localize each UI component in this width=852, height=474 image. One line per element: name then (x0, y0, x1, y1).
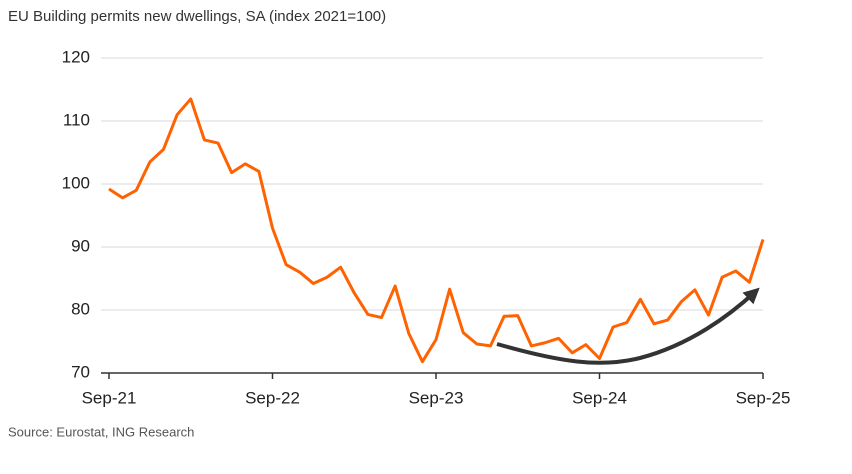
chart-title: EU Building permits new dwellings, SA (i… (8, 8, 386, 25)
y-tick-label: 120 (62, 47, 90, 66)
x-tick-label: Sep-24 (572, 388, 627, 407)
source-note: Source: Eurostat, ING Research (8, 424, 194, 439)
y-tick-label: 70 (71, 362, 90, 381)
x-tick-label: Sep-25 (736, 388, 791, 407)
y-tick-label: 80 (71, 299, 90, 318)
y-tick-label: 90 (71, 236, 90, 255)
x-tick-label: Sep-23 (409, 388, 464, 407)
y-tick-label: 100 (62, 173, 90, 192)
y-tick-label: 110 (63, 110, 90, 129)
trend-arrow (496, 287, 760, 365)
x-tick-label: Sep-21 (82, 388, 137, 407)
data-line (108, 97, 765, 364)
x-tick-label: Sep-22 (245, 388, 300, 407)
